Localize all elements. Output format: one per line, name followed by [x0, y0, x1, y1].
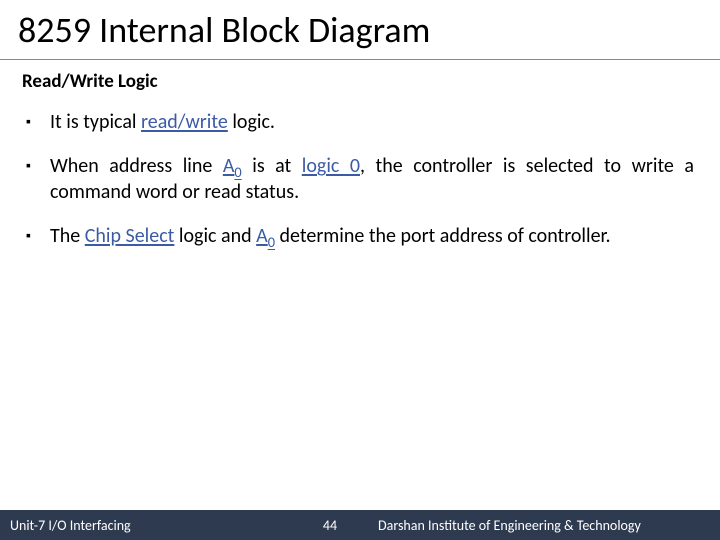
- footer-page-number: 44: [300, 517, 360, 534]
- footer-unit: Unit-7 I/O Interfacing: [0, 517, 300, 534]
- square-bullet-icon: ▪: [26, 153, 50, 175]
- bullet-text: The Chip Select logic and A0 determine t…: [50, 223, 694, 249]
- bullet-text: It is typical read/write logic.: [50, 109, 694, 135]
- slide-footer: Unit-7 I/O Interfacing 44 Darshan Instit…: [0, 510, 720, 540]
- slide-content: ▪It is typical read/write logic.▪When ad…: [0, 101, 720, 540]
- slide-title: 8259 Internal Block Diagram: [0, 0, 720, 60]
- square-bullet-icon: ▪: [26, 109, 50, 131]
- slide-subtitle: Read/Write Logic: [0, 60, 720, 101]
- footer-institute: Darshan Institute of Engineering & Techn…: [360, 517, 720, 534]
- bullet-item: ▪When address line A0 is at logic 0, the…: [22, 145, 698, 215]
- bullet-text: When address line A0 is at logic 0, the …: [50, 153, 694, 205]
- bullet-item: ▪It is typical read/write logic.: [22, 101, 698, 145]
- bullet-item: ▪The Chip Select logic and A0 determine …: [22, 215, 698, 259]
- square-bullet-icon: ▪: [26, 223, 50, 245]
- slide: 8259 Internal Block Diagram Read/Write L…: [0, 0, 720, 540]
